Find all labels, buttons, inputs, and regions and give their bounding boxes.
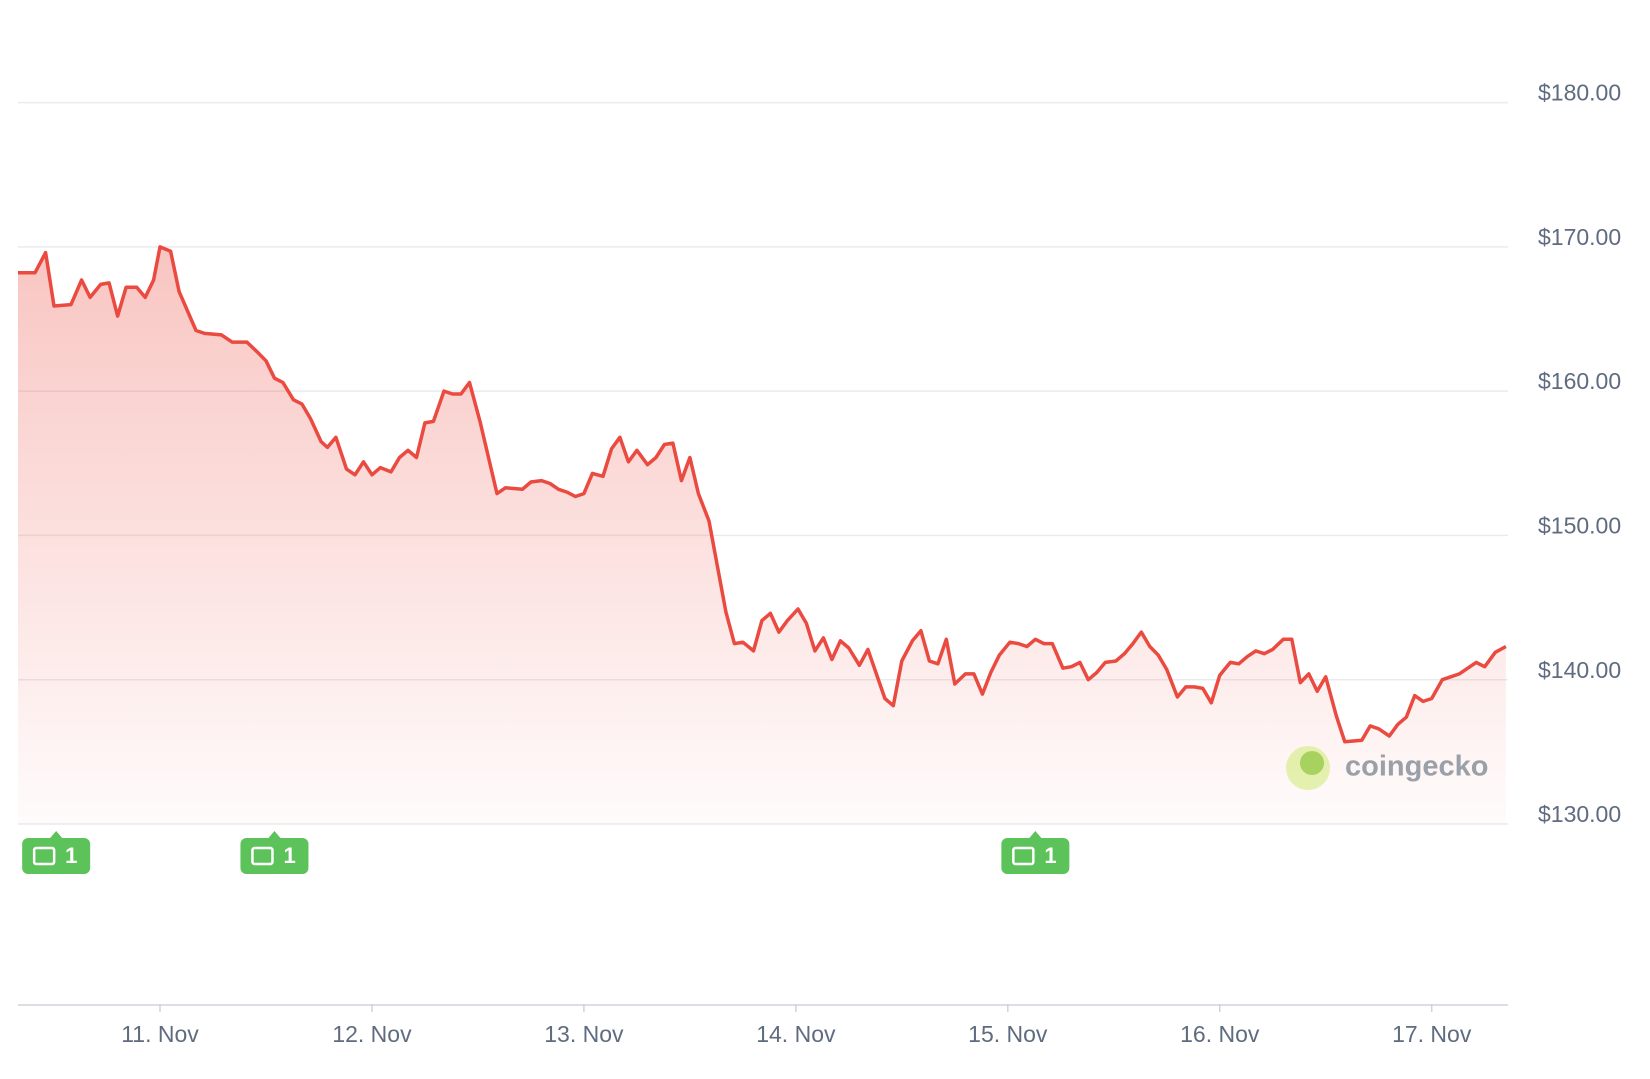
badge-count: 1	[1044, 843, 1056, 868]
x-tick-label: 11. Nov	[121, 1021, 199, 1047]
y-tick-label: $140.00	[1538, 657, 1621, 683]
badge-count: 1	[283, 843, 295, 868]
price-line	[18, 245, 1507, 744]
badge-icon	[32, 846, 56, 866]
news-badge: 1	[1001, 831, 1070, 874]
badge-icon	[1012, 846, 1035, 866]
x-tick-label: 16. Nov	[1180, 1021, 1260, 1047]
x-tick-label: 17. Nov	[1392, 1021, 1472, 1047]
watermark-logo	[1300, 751, 1324, 775]
badge-count: 1	[65, 843, 77, 868]
x-tick-label: 13. Nov	[544, 1021, 624, 1047]
watermark: coingecko	[1286, 746, 1488, 790]
x-tick-label: 12. Nov	[332, 1021, 412, 1047]
badge-shape	[1001, 831, 1070, 874]
y-tick-label: $170.00	[1538, 224, 1621, 250]
news-badge: 1	[22, 831, 91, 874]
news-badge: 1	[240, 831, 309, 874]
x-tick-label: 15. Nov	[968, 1021, 1048, 1047]
badge-icon	[251, 846, 274, 866]
y-tick-label: $160.00	[1538, 368, 1621, 394]
badge-shape	[240, 831, 309, 874]
x-tick-label: 14. Nov	[756, 1021, 836, 1047]
y-tick-label: $130.00	[1538, 801, 1621, 827]
badge-shape	[22, 831, 91, 874]
area-fill	[18, 246, 1506, 824]
watermark-text: coingecko	[1345, 751, 1488, 783]
y-tick-label: $150.00	[1538, 513, 1621, 539]
y-tick-label: $180.00	[1538, 80, 1621, 106]
